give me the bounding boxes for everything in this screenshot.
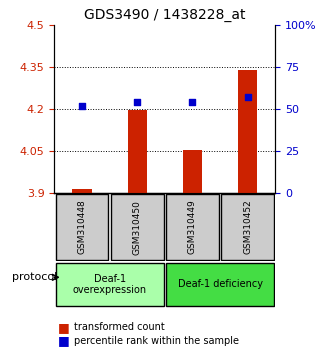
Text: percentile rank within the sample: percentile rank within the sample (74, 336, 239, 346)
Text: GSM310449: GSM310449 (188, 200, 197, 255)
Point (135, 99, 140, 105)
Point (245, 95, 250, 100)
Text: transformed count: transformed count (74, 322, 164, 332)
Text: GSM310452: GSM310452 (243, 200, 252, 255)
Text: Deaf-1 deficiency: Deaf-1 deficiency (178, 279, 262, 289)
Text: GSM310450: GSM310450 (133, 200, 142, 255)
FancyBboxPatch shape (221, 194, 274, 260)
Bar (183, 150, 202, 193)
Bar (128, 110, 147, 193)
Point (190, 99, 195, 105)
Text: ■: ■ (58, 334, 69, 347)
Text: GSM310448: GSM310448 (77, 200, 86, 255)
Bar (238, 70, 257, 193)
FancyBboxPatch shape (166, 194, 219, 260)
FancyBboxPatch shape (166, 263, 274, 306)
Text: ■: ■ (58, 321, 69, 334)
Text: protocol: protocol (12, 272, 57, 282)
Point (79, 103, 84, 109)
FancyBboxPatch shape (55, 263, 164, 306)
FancyBboxPatch shape (111, 194, 164, 260)
Text: Deaf-1
overexpression: Deaf-1 overexpression (73, 274, 147, 295)
Bar (72, 189, 92, 193)
Title: GDS3490 / 1438228_at: GDS3490 / 1438228_at (84, 8, 245, 22)
FancyBboxPatch shape (55, 194, 108, 260)
